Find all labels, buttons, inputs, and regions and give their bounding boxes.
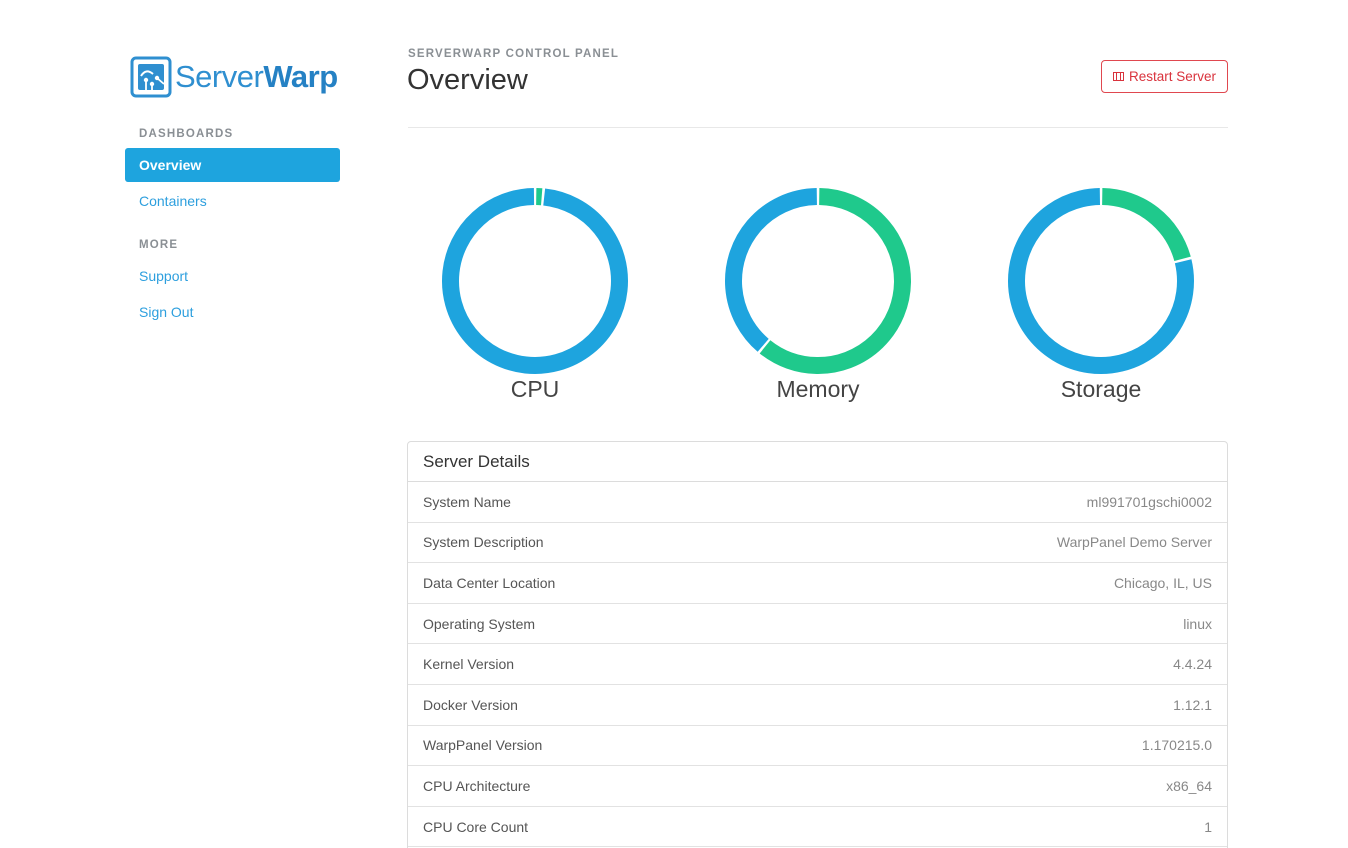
table-row: System Name ml991701gschi0002 [408, 482, 1227, 523]
detail-value: 1.170215.0 [1141, 737, 1212, 754]
table-row: CPU Core Count 1 [408, 807, 1227, 848]
table-row: Operating System linux [408, 604, 1227, 645]
nav-heading-more: MORE [139, 239, 179, 251]
cpu-used-arc [442, 188, 628, 374]
detail-key: CPU Architecture [423, 777, 531, 794]
logo-text-bold: Warp [263, 59, 338, 94]
header-divider [408, 127, 1228, 128]
detail-key: System Name [423, 493, 511, 510]
memory-used-arc [725, 188, 911, 375]
detail-key: Docker Version [423, 696, 518, 713]
server-details-title: Server Details [408, 442, 1227, 482]
detail-value: 1 [1204, 818, 1212, 835]
detail-key: WarpPanel Version [423, 737, 543, 754]
restart-server-button[interactable]: Restart Server [1101, 60, 1228, 93]
serverwarp-logo[interactable]: ServerWarp [130, 56, 338, 98]
detail-key: System Description [423, 534, 544, 551]
restart-server-label: Restart Server [1128, 69, 1217, 84]
cpu-gauge: CPU [440, 186, 630, 403]
storage-gauge: Storage [1006, 186, 1196, 403]
storage-used-arc [1008, 188, 1194, 374]
memory-label: Memory [776, 376, 860, 402]
detail-value: x86_64 [1166, 777, 1212, 794]
detail-value: Chicago, IL, US [1113, 574, 1212, 591]
detail-value: 4.4.24 [1173, 656, 1212, 673]
sidebar-item-containers[interactable]: Containers [139, 193, 207, 209]
table-row: System Description WarpPanel Demo Server [408, 523, 1227, 564]
server-icon [1112, 72, 1124, 81]
detail-value: linux [1183, 615, 1212, 632]
table-row: Data Center Location Chicago, IL, US [408, 563, 1227, 604]
sidebar-item-support[interactable]: Support [139, 268, 189, 284]
cpu-label: CPU [510, 376, 560, 402]
detail-value: 1.12.1 [1173, 696, 1212, 713]
logo-text-light: Server [175, 59, 264, 94]
storage-donut-chart [1008, 188, 1194, 374]
detail-key: Data Center Location [423, 574, 556, 591]
storage-label: Storage [1060, 376, 1142, 402]
table-row: WarpPanel Version 1.170215.0 [408, 726, 1227, 767]
detail-key: CPU Core Count [423, 818, 529, 835]
logo-mark-icon [130, 56, 172, 98]
detail-key: Operating System [423, 615, 536, 632]
sidebar-item-sign-out[interactable]: Sign Out [139, 304, 194, 320]
logo-text: ServerWarp [175, 59, 338, 95]
page-title: Overview [407, 64, 528, 96]
detail-key: Kernel Version [423, 656, 515, 673]
server-details-panel: Server Details System Name ml991701gschi0… [407, 441, 1228, 848]
page-eyebrow: SERVERWARP CONTROL PANEL [408, 48, 620, 60]
table-row: Docker Version 1.12.1 [408, 685, 1227, 726]
cpu-donut-chart [442, 188, 628, 374]
storage-free-arc [1008, 188, 1194, 374]
sidebar-item-overview[interactable]: Overview [125, 148, 340, 182]
detail-value: WarpPanel Demo Server [1056, 534, 1212, 551]
memory-donut-chart [725, 188, 911, 375]
detail-value: ml991701gschi0002 [1086, 493, 1212, 510]
table-row: Kernel Version 4.4.24 [408, 644, 1227, 685]
memory-gauge: Memory [723, 186, 913, 403]
table-row: CPU Architecture x86_64 [408, 766, 1227, 807]
nav-heading-dashboards: DASHBOARDS [139, 128, 234, 140]
